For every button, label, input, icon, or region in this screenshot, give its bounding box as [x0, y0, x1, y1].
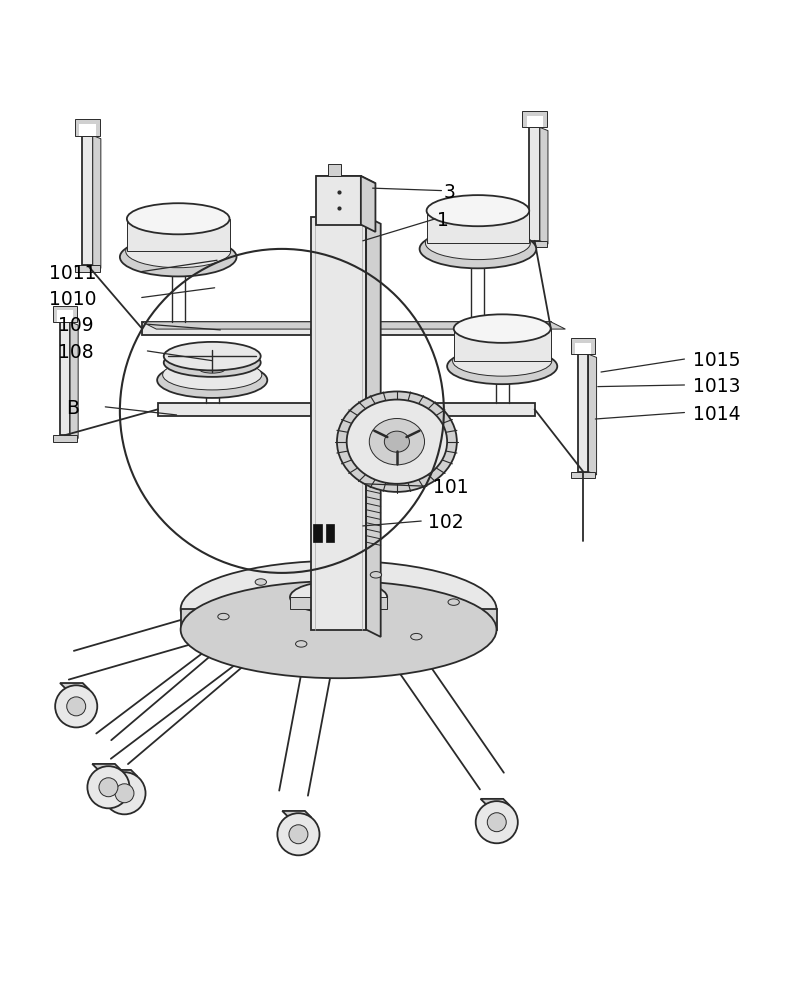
Ellipse shape	[447, 349, 557, 384]
Text: 1010: 1010	[49, 290, 96, 309]
Ellipse shape	[199, 352, 225, 360]
Text: 1014: 1014	[693, 405, 740, 424]
Polygon shape	[109, 770, 138, 776]
Ellipse shape	[223, 359, 248, 366]
Polygon shape	[539, 127, 548, 244]
Ellipse shape	[420, 229, 536, 268]
Ellipse shape	[199, 366, 225, 373]
Text: 1013: 1013	[693, 377, 740, 396]
Polygon shape	[522, 111, 547, 127]
Ellipse shape	[255, 579, 266, 585]
Ellipse shape	[453, 346, 552, 376]
Polygon shape	[366, 403, 535, 416]
Bar	[326, 524, 334, 542]
Ellipse shape	[120, 238, 237, 276]
Ellipse shape	[164, 342, 261, 370]
Ellipse shape	[337, 391, 457, 492]
Ellipse shape	[411, 633, 422, 640]
Text: 108: 108	[58, 343, 94, 362]
Ellipse shape	[427, 195, 529, 226]
Ellipse shape	[164, 348, 261, 377]
Bar	[313, 524, 322, 542]
Polygon shape	[142, 322, 326, 329]
Polygon shape	[480, 799, 509, 805]
Ellipse shape	[104, 772, 146, 814]
Text: 3: 3	[444, 183, 456, 202]
Text: B: B	[66, 399, 79, 418]
Polygon shape	[79, 124, 96, 135]
Polygon shape	[60, 683, 89, 690]
Polygon shape	[571, 472, 595, 478]
Ellipse shape	[289, 825, 308, 844]
Polygon shape	[60, 322, 70, 435]
Ellipse shape	[347, 400, 447, 484]
Ellipse shape	[177, 359, 202, 366]
Polygon shape	[316, 176, 375, 183]
Text: 1011: 1011	[49, 264, 96, 283]
Polygon shape	[70, 322, 78, 438]
Polygon shape	[526, 116, 543, 127]
Polygon shape	[181, 609, 497, 630]
Ellipse shape	[99, 778, 118, 797]
Text: 102: 102	[428, 513, 463, 532]
Polygon shape	[53, 306, 77, 322]
Polygon shape	[290, 597, 387, 609]
Polygon shape	[57, 310, 73, 322]
Ellipse shape	[115, 784, 134, 803]
Polygon shape	[329, 164, 340, 176]
Ellipse shape	[157, 362, 267, 398]
Ellipse shape	[475, 801, 518, 843]
Polygon shape	[316, 176, 360, 225]
Polygon shape	[142, 322, 311, 335]
Text: 109: 109	[58, 316, 94, 335]
Ellipse shape	[181, 561, 497, 658]
Polygon shape	[366, 322, 565, 329]
Ellipse shape	[66, 697, 86, 716]
Polygon shape	[82, 135, 92, 265]
Polygon shape	[75, 119, 100, 135]
Ellipse shape	[126, 235, 231, 268]
Polygon shape	[522, 241, 547, 247]
Ellipse shape	[163, 360, 262, 390]
Ellipse shape	[181, 581, 497, 678]
Polygon shape	[127, 219, 229, 251]
Polygon shape	[571, 338, 595, 354]
Ellipse shape	[296, 641, 307, 647]
Ellipse shape	[218, 613, 229, 620]
Polygon shape	[427, 211, 529, 243]
Polygon shape	[366, 217, 381, 637]
Ellipse shape	[384, 431, 409, 452]
Polygon shape	[588, 354, 596, 475]
Ellipse shape	[448, 599, 459, 605]
Ellipse shape	[127, 203, 229, 234]
Ellipse shape	[277, 813, 319, 855]
Polygon shape	[530, 127, 539, 241]
Text: 1015: 1015	[693, 351, 740, 370]
Ellipse shape	[370, 572, 382, 578]
Polygon shape	[92, 135, 100, 268]
Text: 101: 101	[433, 478, 469, 497]
Ellipse shape	[369, 419, 424, 465]
Polygon shape	[53, 435, 77, 442]
Polygon shape	[75, 265, 100, 272]
Polygon shape	[454, 329, 551, 361]
Polygon shape	[282, 811, 311, 817]
Ellipse shape	[198, 359, 226, 367]
Ellipse shape	[488, 813, 506, 832]
Polygon shape	[366, 322, 551, 335]
Ellipse shape	[454, 314, 551, 343]
Ellipse shape	[55, 685, 97, 727]
Polygon shape	[578, 354, 588, 472]
Ellipse shape	[290, 581, 387, 613]
Polygon shape	[92, 764, 122, 770]
Polygon shape	[360, 176, 375, 232]
Polygon shape	[575, 343, 591, 354]
Ellipse shape	[87, 766, 130, 808]
Polygon shape	[311, 217, 366, 630]
Ellipse shape	[425, 227, 531, 260]
Text: 1: 1	[437, 211, 450, 230]
Polygon shape	[158, 403, 311, 416]
